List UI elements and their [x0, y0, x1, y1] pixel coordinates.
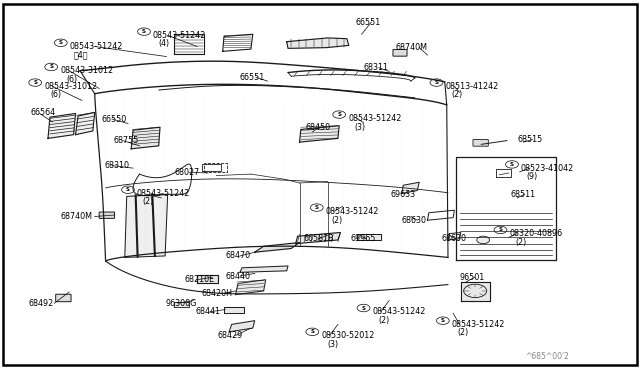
- Text: 〈4〉: 〈4〉: [74, 51, 88, 60]
- Text: 68440: 68440: [225, 272, 250, 280]
- Text: 68511: 68511: [511, 190, 536, 199]
- Text: (4): (4): [159, 39, 170, 48]
- Text: 08543-51242: 08543-51242: [326, 207, 379, 216]
- Text: 08543-51242: 08543-51242: [137, 189, 190, 198]
- Text: 08513-41242: 08513-41242: [445, 82, 499, 91]
- Polygon shape: [255, 243, 300, 252]
- Text: S: S: [315, 205, 319, 210]
- Text: (6): (6): [50, 90, 61, 99]
- Text: 08530-52012: 08530-52012: [321, 331, 374, 340]
- Text: 68310: 68310: [104, 161, 129, 170]
- Text: 68420H: 68420H: [202, 289, 232, 298]
- Text: S: S: [33, 80, 37, 85]
- FancyBboxPatch shape: [393, 49, 407, 56]
- Text: (2): (2): [378, 316, 390, 325]
- Text: 66564: 66564: [31, 108, 56, 117]
- Text: 68740M: 68740M: [396, 43, 428, 52]
- Polygon shape: [224, 307, 244, 313]
- Text: 08543-51242: 08543-51242: [452, 320, 505, 329]
- Text: 08543-51242: 08543-51242: [372, 307, 426, 316]
- Text: 68740M: 68740M: [61, 212, 93, 221]
- Polygon shape: [240, 266, 288, 272]
- Text: 08543-31012: 08543-31012: [44, 82, 97, 91]
- Text: 66551: 66551: [240, 73, 265, 82]
- Polygon shape: [174, 302, 189, 307]
- Text: (3): (3): [327, 340, 338, 349]
- Text: S: S: [310, 329, 314, 334]
- Text: 68311: 68311: [364, 63, 388, 72]
- Text: 08543-31012: 08543-31012: [60, 66, 113, 75]
- FancyBboxPatch shape: [99, 212, 115, 218]
- Text: S: S: [126, 187, 130, 192]
- Text: (6): (6): [66, 75, 77, 84]
- Text: S: S: [435, 80, 438, 85]
- Polygon shape: [236, 280, 266, 295]
- Text: 68210E: 68210E: [184, 275, 214, 284]
- Text: (2): (2): [451, 90, 463, 99]
- Text: (2): (2): [458, 328, 469, 337]
- Text: (2): (2): [143, 198, 154, 206]
- Text: S: S: [499, 227, 502, 232]
- Text: 08320-40896: 08320-40896: [509, 229, 563, 238]
- Text: 08543-51242: 08543-51242: [70, 42, 123, 51]
- Text: 68515: 68515: [517, 135, 542, 144]
- Text: (2): (2): [515, 238, 527, 247]
- Text: S: S: [59, 40, 63, 45]
- Text: 08543-51242: 08543-51242: [348, 114, 401, 123]
- Circle shape: [477, 236, 490, 244]
- Text: S: S: [337, 112, 341, 117]
- Polygon shape: [287, 38, 349, 48]
- Polygon shape: [197, 275, 218, 283]
- Text: 68441: 68441: [195, 307, 220, 316]
- Text: S: S: [441, 318, 445, 323]
- Text: (9): (9): [527, 172, 538, 181]
- Polygon shape: [296, 232, 340, 244]
- Text: S: S: [510, 162, 514, 167]
- Polygon shape: [131, 127, 160, 149]
- Text: 96501: 96501: [460, 273, 484, 282]
- Polygon shape: [402, 182, 419, 193]
- Polygon shape: [300, 126, 339, 142]
- Text: (3): (3): [354, 123, 365, 132]
- Text: (2): (2): [332, 216, 343, 225]
- FancyBboxPatch shape: [56, 294, 71, 302]
- FancyBboxPatch shape: [473, 140, 488, 146]
- Text: ^685^00'2: ^685^00'2: [525, 352, 569, 361]
- Polygon shape: [125, 194, 168, 257]
- Text: 68429: 68429: [218, 331, 243, 340]
- Text: S: S: [362, 305, 365, 311]
- Text: 68755: 68755: [114, 136, 140, 145]
- Polygon shape: [48, 113, 76, 138]
- Text: 08523-41042: 08523-41042: [521, 164, 574, 173]
- Text: 68027: 68027: [174, 168, 199, 177]
- Text: 66550: 66550: [101, 115, 126, 124]
- Text: 68630: 68630: [402, 216, 427, 225]
- Polygon shape: [229, 321, 255, 332]
- Text: 96300G: 96300G: [165, 299, 196, 308]
- Text: 66551: 66551: [355, 18, 380, 27]
- Text: 68470: 68470: [225, 251, 250, 260]
- Polygon shape: [76, 112, 95, 135]
- Text: 68492: 68492: [29, 299, 54, 308]
- Text: 66581B: 66581B: [304, 234, 335, 243]
- Text: 69633: 69633: [390, 190, 415, 199]
- Text: 69965: 69965: [351, 234, 376, 243]
- Text: 08543-51242: 08543-51242: [153, 31, 206, 40]
- Polygon shape: [461, 282, 490, 301]
- Text: S: S: [142, 29, 146, 34]
- Text: S: S: [49, 64, 53, 70]
- Text: 68450: 68450: [306, 123, 331, 132]
- Text: 68630: 68630: [442, 234, 467, 243]
- Polygon shape: [357, 234, 381, 240]
